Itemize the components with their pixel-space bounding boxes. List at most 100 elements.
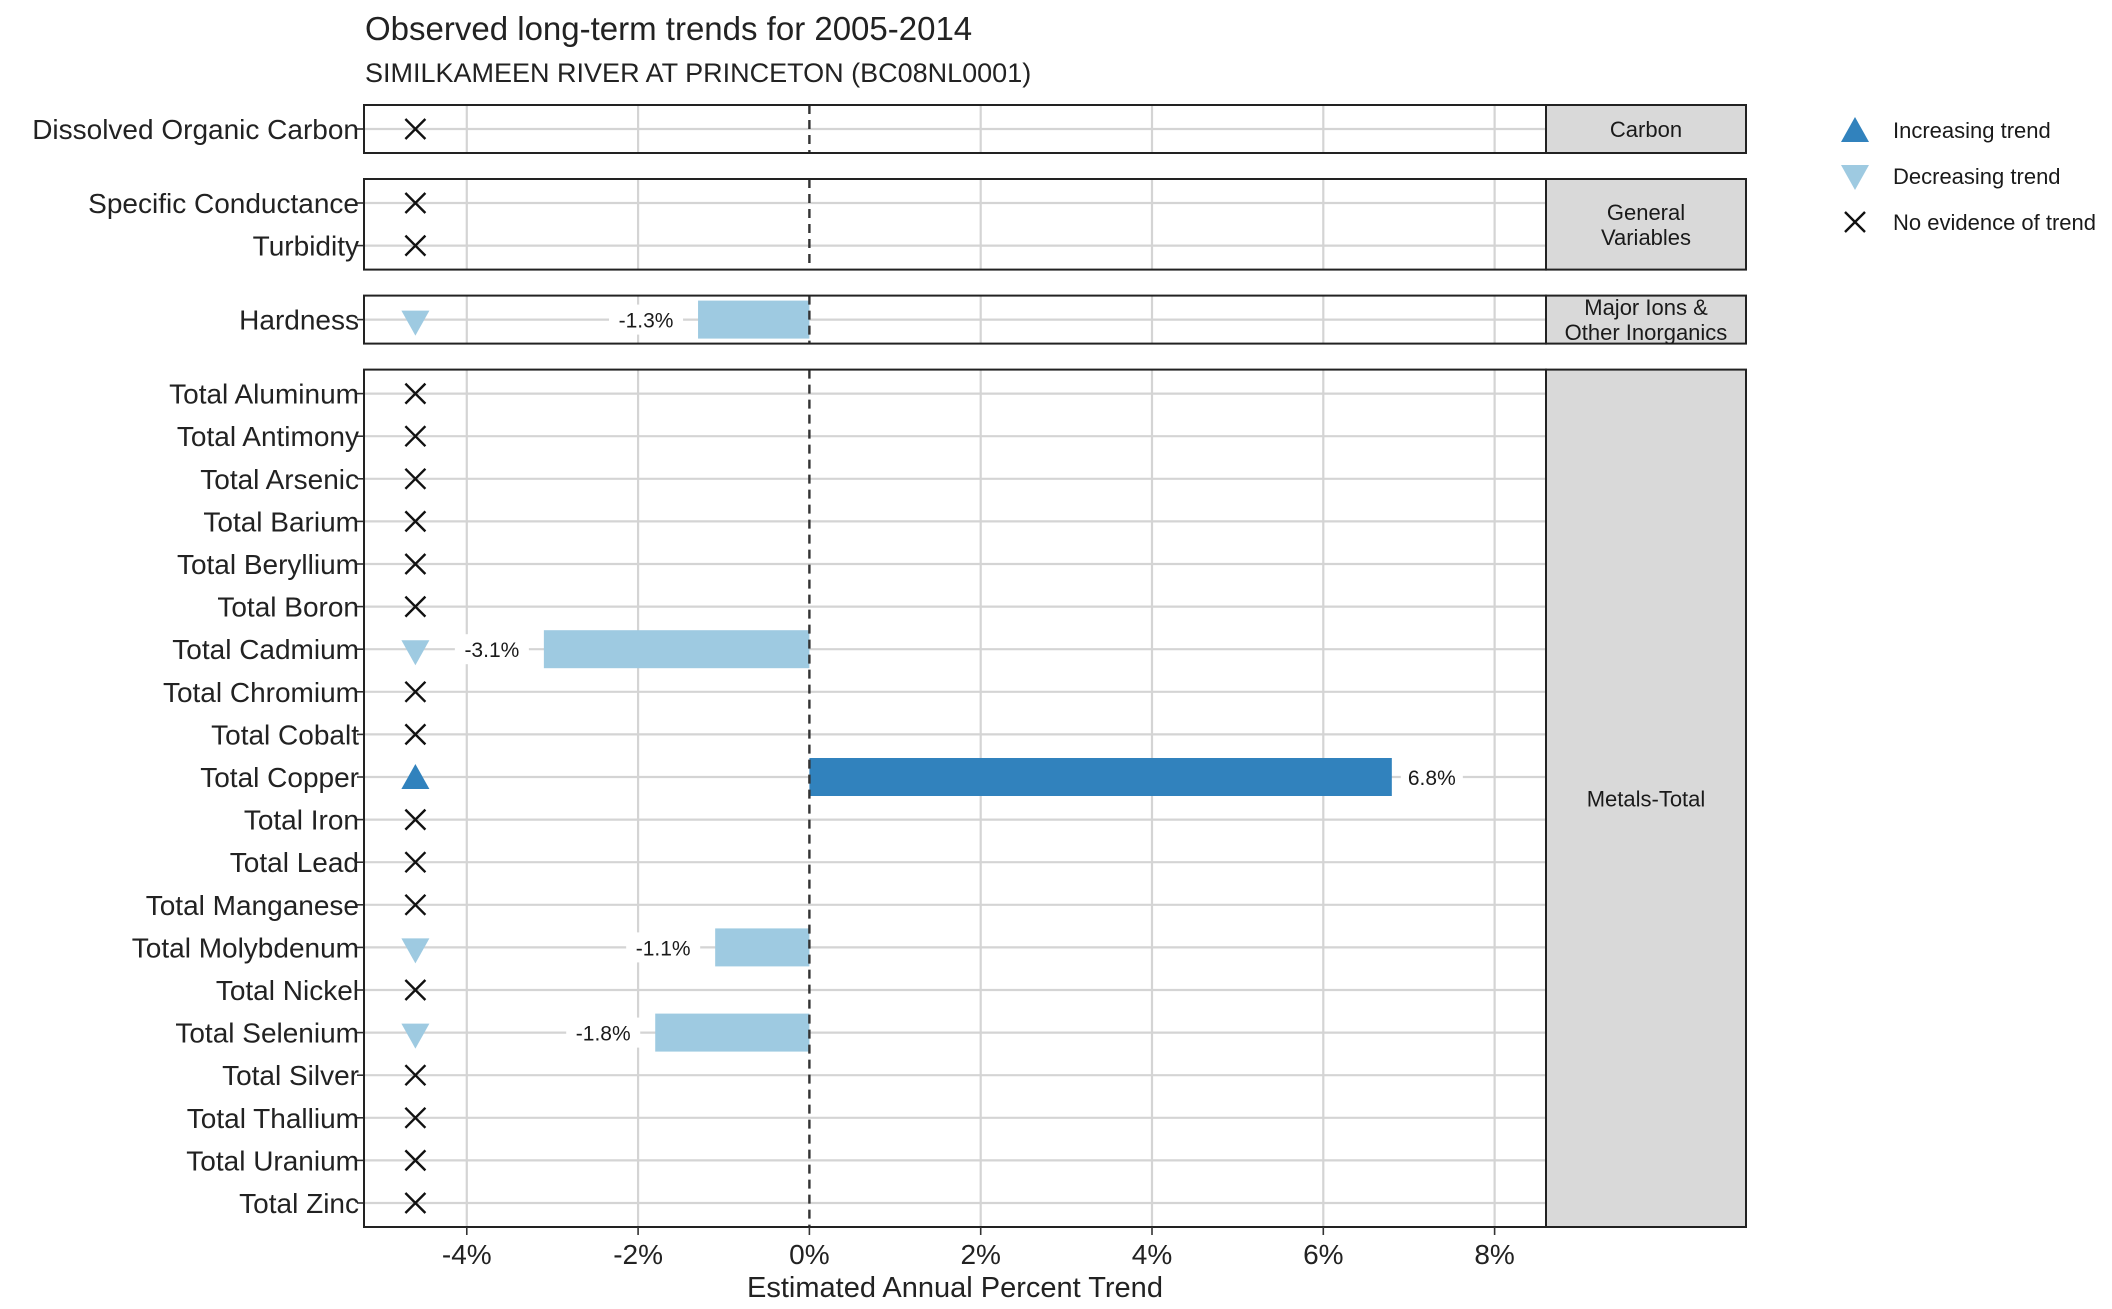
y-label-total-thallium: Total Thallium <box>187 1103 359 1134</box>
bar-label-background <box>566 1017 641 1048</box>
x-tick-label: 8% <box>1474 1239 1514 1270</box>
bar-total-cadmium <box>543 630 810 669</box>
increasing-trend-marker <box>401 764 430 789</box>
x-tick-label: -2% <box>613 1239 663 1270</box>
no-trend-marker <box>404 553 427 575</box>
no-trend-marker <box>404 808 427 831</box>
strip-background <box>1545 294 1747 345</box>
y-label-total-barium: Total Barium <box>203 506 359 537</box>
legend-no-trend-icon <box>1844 211 1866 233</box>
legend-label-no-evidence-of-trend: No evidence of trend <box>1893 210 2096 235</box>
panel-background <box>364 179 1546 270</box>
legend-decreasing-icon <box>1841 165 1869 190</box>
strip-background <box>1545 104 1747 154</box>
y-label-hardness: Hardness <box>239 305 359 336</box>
bar-label-total-cadmium: -3.1% <box>464 639 519 662</box>
strip-background <box>1545 178 1747 271</box>
decreasing-trend-marker <box>401 310 430 336</box>
no-trend-marker <box>404 1192 427 1214</box>
strip-label-major-ions-other-inorganics: Major Ions & Other Inorganics <box>1565 295 1728 345</box>
y-label-total-zinc: Total Zinc <box>239 1188 359 1219</box>
decreasing-trend-marker <box>401 938 430 964</box>
y-label-total-molybdenum: Total Molybdenum <box>132 932 359 963</box>
bar-label-background <box>1400 762 1463 792</box>
y-label-total-nickel: Total Nickel <box>216 975 359 1006</box>
strip-label-line: General <box>1607 200 1685 225</box>
x-axis-title: Estimated Annual Percent Trend <box>747 1272 1163 1304</box>
strip-label-carbon: Carbon <box>1610 117 1682 142</box>
y-label-total-antimony: Total Antimony <box>177 421 359 452</box>
bar-label-background <box>609 304 684 335</box>
no-trend-marker <box>404 893 427 916</box>
chart-title: Observed long-term trends for 2005-2014 <box>365 10 972 47</box>
y-label-total-boron: Total Boron <box>217 592 359 623</box>
no-trend-marker <box>404 510 427 533</box>
x-tick-label: 2% <box>960 1239 1000 1270</box>
strip-label-general-variables: General Variables <box>1601 200 1691 250</box>
legend-label-increasing-trend: Increasing trend <box>1893 118 2051 143</box>
y-label-total-beryllium: Total Beryllium <box>177 549 359 580</box>
bar-total-molybdenum <box>715 928 810 967</box>
panel-general-variables: Specific Conductance Turbidity General Vari… <box>88 178 1747 271</box>
y-label-total-cobalt: Total Cobalt <box>211 719 359 750</box>
y-label-specific-conductance: Specific Conductance <box>88 188 359 219</box>
strip-label-line: Major Ions & <box>1584 295 1708 320</box>
y-label-dissolved-organic-carbon: Dissolved Organic Carbon <box>32 114 359 145</box>
y-label-total-selenium: Total Selenium <box>175 1018 359 1049</box>
legend-label-decreasing-trend: Decreasing trend <box>1893 164 2061 189</box>
bar-label-total-molybdenum: -1.1% <box>636 937 691 960</box>
legend: Increasing trend Decreasing trend No evide… <box>1841 117 2096 235</box>
bar-total-selenium <box>655 1013 810 1052</box>
panel-background <box>364 369 1546 1228</box>
y-label-total-aluminum: Total Aluminum <box>169 379 359 410</box>
no-trend-marker <box>404 382 427 405</box>
chart-panels: Dissolved Organic Carbon Carbon Specific C… <box>32 104 1747 1229</box>
no-trend-marker <box>404 467 427 490</box>
decreasing-trend-marker <box>401 1023 430 1049</box>
chart-subtitle: SIMILKAMEEN RIVER AT PRINCETON (BC08NL00… <box>365 58 1031 88</box>
x-tick-label: 6% <box>1303 1239 1343 1270</box>
bar-label-total-copper: 6.8% <box>1408 767 1456 790</box>
x-tick-label: 4% <box>1132 1239 1172 1270</box>
no-trend-marker <box>404 1149 427 1172</box>
no-trend-marker <box>404 723 427 746</box>
x-tick-label: 0% <box>789 1239 829 1270</box>
strip-label-metals-total: Metals-Total <box>1587 786 1706 811</box>
strip-label-line: Variables <box>1601 225 1691 250</box>
panel-metals-total: Total Aluminum Total Antimony Total Arseni… <box>132 368 1747 1229</box>
bar-label-hardness: -1.3% <box>619 310 674 333</box>
y-label-total-chromium: Total Chromium <box>163 677 359 708</box>
x-axis: -4% -2% 0% 2% 4% 6% 8% <box>442 1227 1515 1270</box>
no-trend-marker <box>404 1064 427 1087</box>
bar-label-background <box>454 634 529 665</box>
panel-carbon: Dissolved Organic Carbon Carbon <box>32 104 1747 154</box>
bar-total-copper <box>809 758 1392 796</box>
no-trend-marker <box>404 234 427 257</box>
panel-major-ions-other-inorganics: Hardness -1.3% Major Ions & Other Inorganic… <box>239 294 1747 345</box>
strip-label-line: Carbon <box>1610 117 1682 142</box>
y-label-total-uranium: Total Uranium <box>186 1145 359 1176</box>
y-label-total-lead: Total Lead <box>230 847 359 878</box>
no-trend-marker <box>404 1106 427 1129</box>
y-label-total-cadmium: Total Cadmium <box>172 634 359 665</box>
y-label-total-silver: Total Silver <box>222 1060 359 1091</box>
y-label-total-manganese: Total Manganese <box>146 890 359 921</box>
decreasing-trend-marker <box>401 640 430 666</box>
strip-label-line: Other Inorganics <box>1565 320 1728 345</box>
bar-label-total-selenium: -1.8% <box>576 1023 631 1046</box>
no-trend-marker <box>404 979 427 1001</box>
no-trend-marker <box>404 680 427 703</box>
no-trend-marker <box>404 425 427 448</box>
strip-background <box>1545 368 1747 1229</box>
y-label-total-arsenic: Total Arsenic <box>200 464 359 495</box>
y-label-total-iron: Total Iron <box>244 805 359 836</box>
no-trend-marker <box>404 118 427 140</box>
strip-label-line: Metals-Total <box>1587 786 1706 811</box>
y-label-turbidity: Turbidity <box>253 231 359 262</box>
no-trend-marker <box>404 595 427 618</box>
x-tick-label: -4% <box>442 1239 492 1270</box>
bar-hardness <box>698 300 810 339</box>
bar-label-background <box>626 932 701 963</box>
y-label-total-copper: Total Copper <box>200 762 359 793</box>
